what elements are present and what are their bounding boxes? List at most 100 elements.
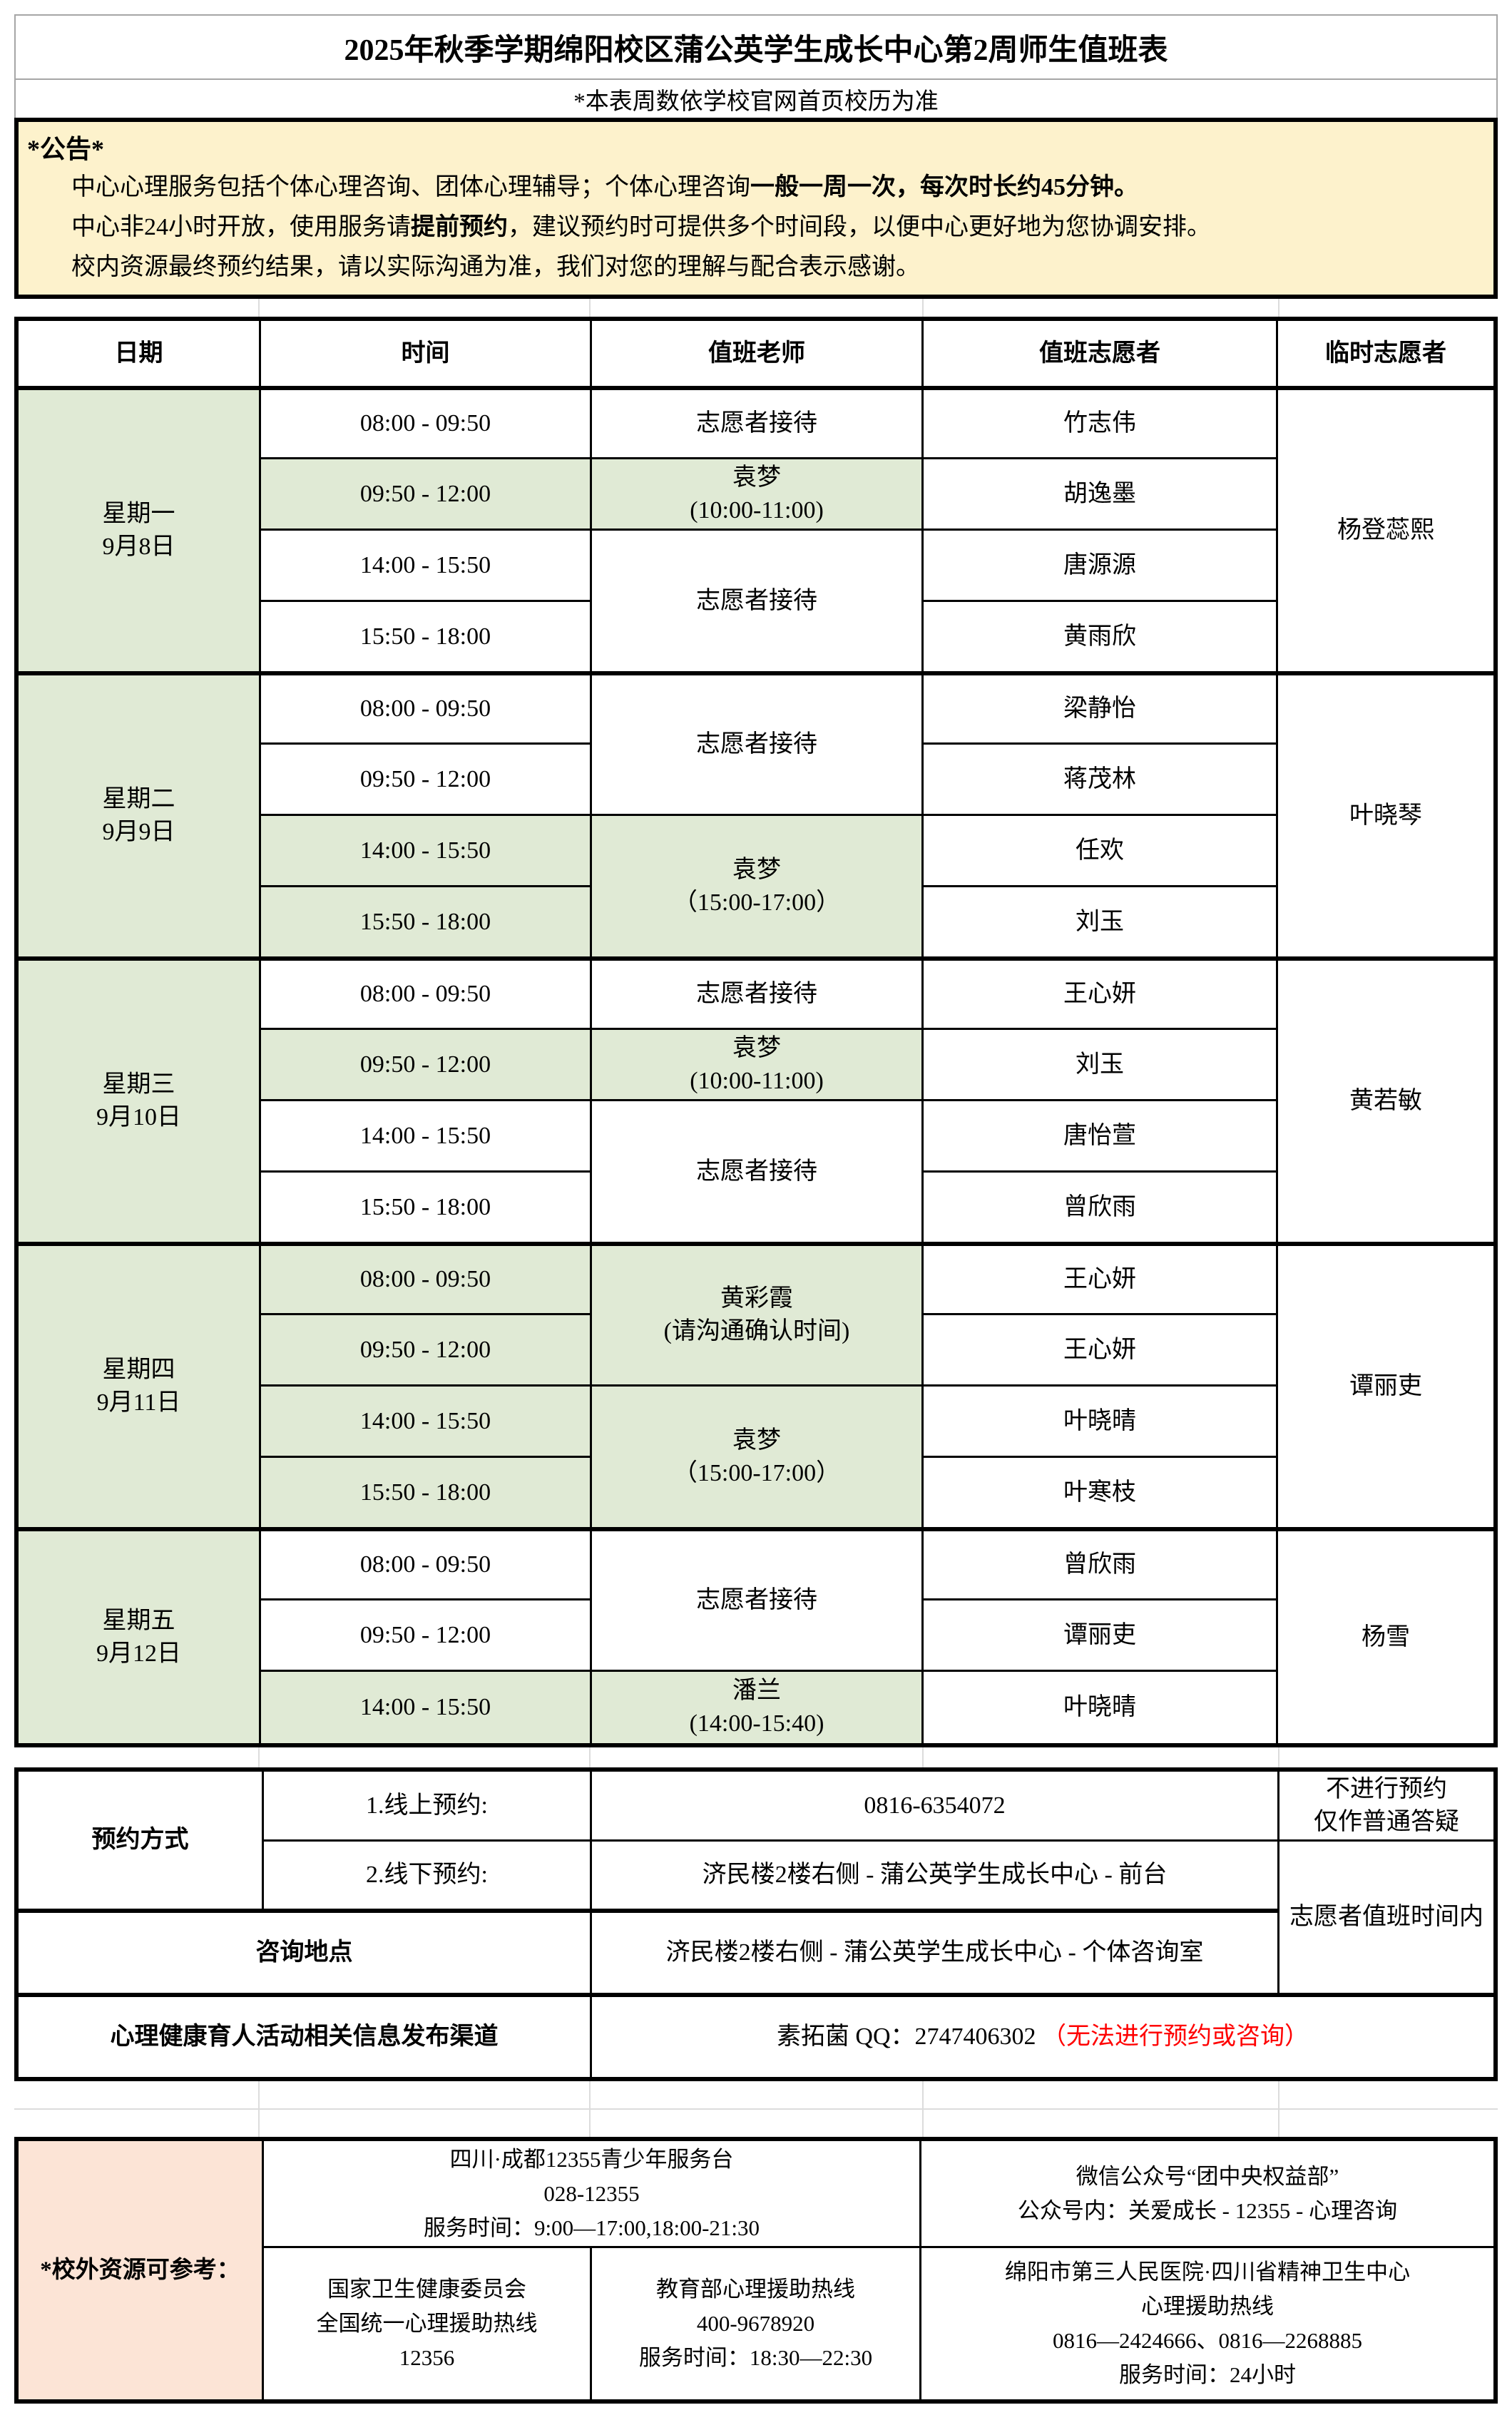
time-cell: 15:50 - 18:00 xyxy=(261,602,592,673)
date-label: 9月8日 xyxy=(102,533,175,560)
online-booking-note: 不进行预约 仅作普通答疑 xyxy=(1279,1772,1493,1842)
resource-phone: 12356 xyxy=(399,2345,455,2370)
date-cell-wednesday: 星期三 9月10日 xyxy=(19,959,261,1244)
title-block: 2025年秋季学期绵阳校区蒲公英学生成长中心第2周师生值班表 *本表周数依学校官… xyxy=(14,14,1498,118)
time-cell-highlighted: 08:00 - 09:50 xyxy=(261,1244,592,1315)
spreadsheet-page: 2025年秋季学期绵阳校区蒲公英学生成长中心第2周师生值班表 *本表周数依学校官… xyxy=(14,0,1498,2404)
header-cell-date: 日期 xyxy=(19,321,261,388)
teacher-cell-highlighted: 袁梦 （15:00-17:00） xyxy=(592,816,924,959)
teacher-note: (10:00-11:00) xyxy=(690,496,824,524)
date-label: 9月11日 xyxy=(96,1389,181,1416)
gridline xyxy=(1278,299,1279,317)
resource-hours: 服务时间：24小时 xyxy=(1119,2362,1296,2387)
notice-line-2-text: 中心非24小时开放，使用服务请 xyxy=(71,214,411,240)
volunteer-cell: 叶晓晴 xyxy=(924,1672,1278,1743)
page-title: 2025年秋季学期绵阳校区蒲公英学生成长中心第2周师生值班表 xyxy=(16,16,1496,80)
teacher-cell: 志愿者接待 xyxy=(592,1529,924,1672)
temp-volunteer-cell: 黄若敏 xyxy=(1278,959,1493,1244)
temp-volunteer-cell: 杨雪 xyxy=(1278,1529,1493,1743)
note-line: 仅作普通答疑 xyxy=(1314,1808,1459,1835)
gridline xyxy=(258,299,260,317)
teacher-note: (10:00-11:00) xyxy=(690,1067,824,1094)
teacher-cell: 志愿者接待 xyxy=(592,1101,924,1244)
gridline xyxy=(922,1747,924,1767)
page-subtitle: *本表周数依学校官网首页校历为准 xyxy=(573,88,939,115)
temp-volunteer-cell: 谭丽吏 xyxy=(1278,1244,1493,1529)
wechat-account-cell: 微信公众号“团中央权益部” 公众号内：关爱成长 - 12355 - 心理咨询 xyxy=(921,2141,1493,2248)
notice-line-1-text: 中心心理服务包括个体心理咨询、团体心理辅导；个体心理咨询 xyxy=(71,174,750,200)
teacher-cell-highlighted: 袁梦 (10:00-11:00) xyxy=(592,459,924,531)
notice-line-3: 校内资源最终预约结果，请以实际沟通为准，我们对您的理解与配合表示感谢。 xyxy=(71,254,920,280)
date-cell-tuesday: 星期二 9月9日 xyxy=(19,673,261,959)
weekday-label: 星期一 xyxy=(102,501,175,527)
moe-hotline-cell: 教育部心理援助热线 400-9678920 服务时间：18:30—22:30 xyxy=(592,2248,921,2399)
volunteer-time-note: 志愿者值班时间内 xyxy=(1279,1842,1493,1997)
teacher-name: 黄彩霞 xyxy=(720,1285,793,1312)
date-label: 9月12日 xyxy=(96,1640,181,1667)
gridline-gap xyxy=(14,2081,1498,2137)
volunteer-cell: 刘玉 xyxy=(924,1030,1278,1101)
teacher-cell: 志愿者接待 xyxy=(592,673,924,816)
resource-hours: 服务时间：18:30—22:30 xyxy=(638,2345,873,2370)
date-label: 9月10日 xyxy=(96,1104,181,1130)
external-resources-label: *校外资源可参考： xyxy=(19,2141,264,2399)
time-cell: 08:00 - 09:50 xyxy=(261,673,592,745)
notice-heading: *公告* xyxy=(27,135,105,163)
booking-method-label: 预约方式 xyxy=(19,1772,264,1913)
volunteer-cell: 曾欣雨 xyxy=(924,1529,1278,1600)
nhc-hotline-cell: 国家卫生健康委员会 全国统一心理援助热线 12356 xyxy=(264,2248,592,2399)
notice-line-2-rest: ，建议预约时可提供多个时间段，以便中心更好地为您协调安排。 xyxy=(508,214,1211,240)
teacher-cell-highlighted: 袁梦 （15:00-17:00） xyxy=(592,1387,924,1529)
teacher-note: （15:00-17:00） xyxy=(673,1459,841,1486)
gridline-gap xyxy=(14,1747,1498,1767)
time-cell: 14:00 - 15:50 xyxy=(261,531,592,602)
weekday-label: 星期四 xyxy=(102,1357,175,1383)
resource-line: 公众号内：关爱成长 - 12355 - 心理咨询 xyxy=(1017,2197,1398,2223)
time-cell-highlighted: 15:50 - 18:00 xyxy=(261,1458,592,1529)
teacher-name: 潘兰 xyxy=(732,1678,781,1704)
notice-line-2: 中心非24小时开放，使用服务请提前预约，建议预约时可提供多个时间段，以便中心更好… xyxy=(27,208,1481,247)
notice-line-1-bold: 一般一周一次，每次时长约45分钟。 xyxy=(750,174,1138,200)
date-cell-monday: 星期一 9月8日 xyxy=(19,388,261,673)
temp-volunteer-cell: 杨登蕊熙 xyxy=(1278,388,1493,673)
teacher-name: 袁梦 xyxy=(732,1426,781,1454)
weekday-label: 星期五 xyxy=(102,1607,175,1634)
volunteer-cell: 叶晓晴 xyxy=(924,1387,1278,1458)
time-cell-highlighted: 14:00 - 15:50 xyxy=(261,816,592,887)
booking-info-table: 预约方式 1.线上预约: 0816-6354072 不进行预约 仅作普通答疑 2… xyxy=(14,1767,1498,2081)
external-resources-table: *校外资源可参考： 四川·成都12355青少年服务台 028-12355 服务时… xyxy=(14,2137,1498,2404)
resource-phone: 028-12355 xyxy=(543,2180,640,2206)
qq-contact: 素拓菌 QQ：2747406302 xyxy=(776,2023,1043,2050)
teacher-cell-highlighted: 袁梦 (10:00-11:00) xyxy=(592,1030,924,1101)
time-cell-highlighted: 09:50 - 12:00 xyxy=(261,459,592,531)
teacher-cell: 志愿者接待 xyxy=(592,531,924,673)
teacher-note: （15:00-17:00） xyxy=(673,889,841,916)
header-cell-temp-volunteer: 临时志愿者 xyxy=(1278,321,1493,388)
publish-channel-value: 素拓菌 QQ：2747406302 （无法进行预约或咨询） xyxy=(592,1997,1493,2077)
online-booking-phone: 0816-6354072 xyxy=(592,1772,1279,1842)
online-booking-label: 1.线上预约: xyxy=(264,1772,592,1842)
publish-channel-label: 心理健康育人活动相关信息发布渠道 xyxy=(19,1997,592,2077)
qq-line: 素拓菌 QQ：2747406302 （无法进行预约或咨询） xyxy=(777,2021,1309,2053)
teacher-name: 袁梦 xyxy=(732,856,781,883)
volunteer-cell: 王心妍 xyxy=(924,959,1278,1030)
offline-booking-label: 2.线下预约: xyxy=(264,1842,592,1913)
resource-line: 心理援助热线 xyxy=(1141,2294,1274,2319)
time-cell-highlighted: 09:50 - 12:00 xyxy=(261,1030,592,1101)
notice-banner: *公告* 中心心理服务包括个体心理咨询、团体心理辅导；个体心理咨询一般一周一次，… xyxy=(14,118,1498,299)
note-line: 不进行预约 xyxy=(1326,1775,1447,1802)
duty-schedule-table: 日期 时间 值班老师 值班志愿者 临时志愿者 星期一 9月8日 08:00 - … xyxy=(14,317,1498,1747)
volunteer-cell: 蒋茂林 xyxy=(924,745,1278,816)
header-cell-teacher: 值班老师 xyxy=(592,321,924,388)
teacher-cell-highlighted: 黄彩霞 (请沟通确认时间) xyxy=(592,1244,924,1387)
consult-location-label: 咨询地点 xyxy=(19,1913,592,1997)
volunteer-cell: 叶寒枝 xyxy=(924,1458,1278,1529)
time-cell-highlighted: 15:50 - 18:00 xyxy=(261,887,592,959)
volunteer-cell: 唐源源 xyxy=(924,531,1278,602)
volunteer-cell: 黄雨欣 xyxy=(924,602,1278,673)
qq-alert-text: （无法进行预约或咨询） xyxy=(1042,2023,1309,2050)
notice-line-2-bold: 提前预约 xyxy=(411,214,508,240)
volunteer-cell: 唐怡萱 xyxy=(924,1101,1278,1173)
header-cell-volunteer: 值班志愿者 xyxy=(924,321,1278,388)
date-label: 9月9日 xyxy=(102,819,175,845)
